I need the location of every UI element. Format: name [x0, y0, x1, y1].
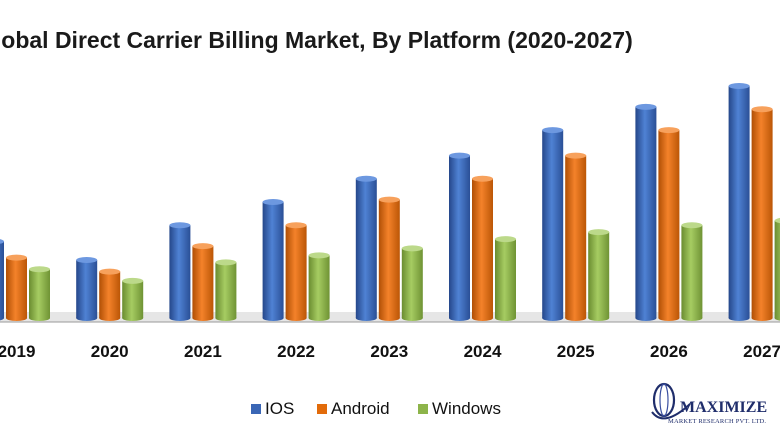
legend-swatch-windows: [418, 404, 428, 414]
maximize-logo: MAXIMIZE MARKET RESEARCH PVT. LTD.: [651, 382, 767, 425]
x-tick-2020: 2020: [91, 342, 129, 361]
legend-item-ios: IOS: [251, 399, 294, 418]
bar-ios-2019: [0, 239, 4, 321]
x-tick-2025: 2025: [557, 342, 595, 361]
bar-android-2026: [658, 127, 680, 321]
bar-android-2020: [99, 268, 121, 321]
bar-windows-2027: [774, 217, 780, 321]
x-tick-2026: 2026: [650, 342, 688, 361]
legend-swatch-ios: [251, 404, 261, 414]
bar-android-2023: [378, 196, 400, 321]
bar-ios-2026: [635, 103, 657, 321]
bar-windows-2023: [401, 245, 423, 321]
bar-windows-2024: [495, 236, 516, 321]
bar-windows-2025: [588, 229, 610, 321]
logo-globe-icon: [652, 382, 676, 418]
bar-ios-2022: [262, 199, 284, 321]
legend-item-android: Android: [317, 399, 390, 418]
bar-windows-2026: [681, 222, 703, 321]
legend-label-windows: Windows: [432, 399, 501, 418]
logo-name: MAXIMIZE: [680, 399, 767, 416]
bar-ios-2020: [76, 257, 98, 321]
x-tick-2024: 2024: [464, 342, 502, 361]
bar-android-2027: [751, 106, 773, 321]
bar-android-2022: [285, 222, 307, 321]
x-tick-2022: 2022: [277, 342, 315, 361]
bar-android-2021: [192, 243, 214, 321]
legend: IOS Android Windows: [251, 399, 501, 418]
legend-label-ios: IOS: [265, 399, 294, 418]
x-tick-2019: 2019: [0, 342, 35, 361]
bar-windows-2020: [122, 277, 144, 321]
bar-ios-2027: [728, 83, 750, 321]
logo-tagline: MARKET RESEARCH PVT. LTD.: [668, 418, 766, 425]
bar-windows-2022: [308, 252, 330, 321]
x-tick-2021: 2021: [184, 342, 222, 361]
bar-ios-2025: [542, 127, 564, 321]
bar-ios-2021: [169, 222, 191, 321]
bar-android-2019: [6, 254, 27, 321]
chart-title: Global Direct Carrier Billing Market, By…: [0, 27, 633, 53]
x-tick-2023: 2023: [370, 342, 408, 361]
x-tick-2027: 2027: [743, 342, 780, 361]
bar-windows-2019: [29, 266, 50, 321]
bar-ios-2023: [355, 175, 377, 321]
legend-swatch-android: [317, 404, 327, 414]
bar-ios-2024: [449, 152, 470, 321]
bar-android-2025: [565, 152, 587, 321]
bar-windows-2021: [215, 259, 237, 321]
bar-android-2024: [472, 175, 493, 321]
legend-label-android: Android: [331, 399, 390, 418]
legend-item-windows: Windows: [418, 399, 501, 418]
